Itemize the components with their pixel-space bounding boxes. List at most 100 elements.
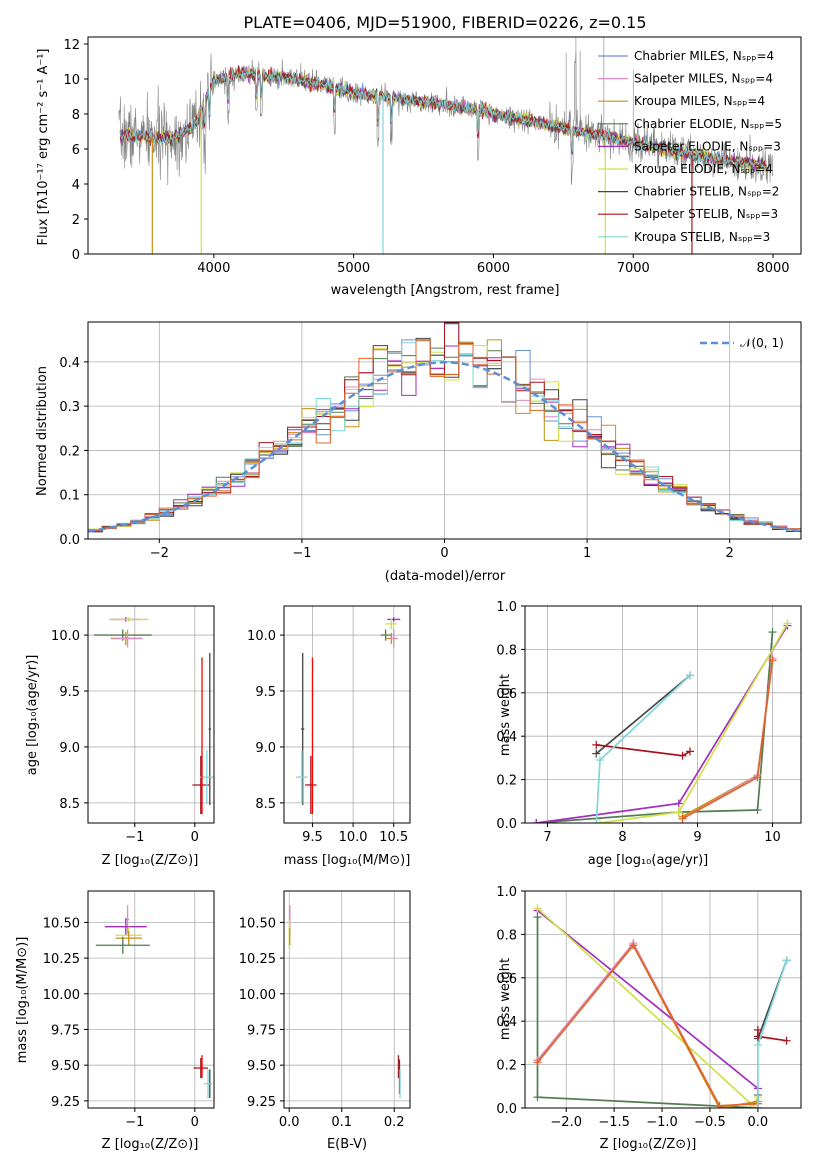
panel-ytick-label: 9.25 [247,1095,276,1110]
spectrum-lines [118,37,774,254]
agez-xlabel: Z [log₁₀(Z/Z⊙)] [102,853,199,868]
panel-xtick-label: 10.0 [339,830,368,845]
panel-xtick-label: 0.0 [748,1115,769,1130]
panel-ytick-label: 0.0 [496,1102,517,1117]
panel-ytick-label: 9.25 [51,1095,80,1110]
massebv-xlabel: E(B-V) [327,1137,367,1152]
mwage-xlabel: age [log₁₀(age/yr)] [588,853,709,868]
panel-xtick-label: 0.2 [384,1115,405,1130]
residual-plot-area [88,322,801,540]
mass-weight-line [536,943,758,1107]
panel-ytick-label: 9.5 [255,685,276,700]
parameter-panel-age-vs-mass: 9.5 10.0 10.5 8.5 9.0 9.5 10.0 [247,605,411,845]
spectrum-plot-area [118,37,774,254]
panel-ytick-label: 0.4 [496,730,517,745]
panel-xtick-label: 10.5 [379,830,408,845]
panel-ytick-label: 10.00 [43,988,80,1003]
spectrum-legend-label: Chabrier MILES, Nₛₚₚ=4 [634,49,774,63]
panel-xtick-label: −1 [125,1115,144,1130]
panel-marks [532,619,792,823]
panel-xtick-label: 0 [191,830,199,845]
panel-ytick-label: 10.00 [239,988,276,1003]
massz-ylabel: mass [log₁₀(M/M⊙)] [15,937,30,1064]
normal-curve-line [88,361,801,533]
panel-xtick-label: 0.0 [279,1115,300,1130]
residual-ytick-label: 0.3 [59,400,80,415]
panel-marks [288,905,401,1099]
panel-ytick-label: 9.0 [255,741,276,756]
spectrum-ytick-label: 4 [72,178,80,193]
panel-ytick-label: 9.75 [51,1023,80,1038]
spectrum-legend-label: Kroupa ELODIE, Nₛₚₚ=4 [634,162,773,176]
panel-marks [94,617,214,815]
residual-xlabel: (data-model)/error [385,569,506,584]
residual-histogram-step [88,340,801,534]
parameter-panel-age-vs-Z: −1 0 8.5 9.0 9.5 10.0 [51,605,215,845]
panel-xtick-label: 0.1 [331,1115,352,1130]
parameter-panel-mass-weight-vs-age: 7 8 9 10 0.0 0.2 0.4 0.6 0.8 1.0 [496,600,802,845]
panel-xtick-label: −0.5 [694,1115,726,1130]
spectrum-ytick-label: 0 [72,248,80,263]
spectrum-ylabel: Flux [fλ10⁻¹⁷ erg cm⁻² s⁻¹ A⁻¹] [36,49,51,246]
residual-legend: 𝒩(0, 1) [700,336,784,350]
spectrum-xtick-label: 6000 [477,261,510,276]
normal-legend-label: 𝒩(0, 1) [740,336,784,350]
panel-xtick-label: −1 [125,830,144,845]
spectrum-title: PLATE=0406, MJD=51900, FIBERID=0226, z=0… [243,13,646,32]
residual-xtick-label: 0 [440,546,448,561]
mass-weight-line [595,674,691,823]
panel-frame [524,890,802,1109]
spectrum-legend-label: Salpeter MILES, Nₛₚₚ=4 [634,72,773,86]
spectrum-xtick-label: 4000 [197,261,230,276]
parameter-panel-mass-vs-ebv: 0.0 0.1 0.2 9.25 9.50 9.75 10.00 10.25 10.50 [239,890,411,1130]
panel-ytick-label: 10.0 [247,629,276,644]
panel-ytick-label: 0.2 [496,774,517,789]
panel-ytick-label: 0.6 [496,687,517,702]
spectrum-xlabel: wavelength [Angstrom, rest frame] [331,283,560,298]
panel-ytick-label: 9.0 [59,741,80,756]
mass-weight-line [536,631,774,823]
panel-ytick-label: 1.0 [496,885,517,900]
agez-ylabel: age [log₁₀(age/yr)] [25,655,40,776]
panel-ytick-label: 0.6 [496,972,517,987]
panel-xtick-label: 7 [543,830,551,845]
parameter-panel-mass-weight-vs-Z: −2.0 −1.5 −1.0 −0.5 0.0 0.0 0.2 0.4 0.6 0.8 1.0 [496,885,802,1130]
residual-xtick-label: 2 [726,546,734,561]
panel-ytick-label: 10.50 [239,916,276,931]
panel-ytick-label: 9.50 [247,1059,276,1074]
panel-marks [533,904,791,1108]
residual-ytick-label: 0.0 [59,533,80,548]
mwage-ylabel: mass weight [498,674,513,756]
panel-frame [87,890,215,1109]
panel-ytick-label: 0.0 [496,817,517,832]
spectrum-legend-label: Kroupa STELIB, Nₛₚₚ=3 [634,230,770,244]
spectrum-legend-label: Salpeter ELODIE, Nₛₚₚ=3 [634,139,781,153]
spectrum-legend-label: Salpeter STELIB, Nₛₚₚ=3 [634,207,778,221]
spectrum-ytick-label: 6 [72,143,80,158]
panel-ytick-label: 0.8 [496,643,517,658]
panel-ytick-label: 8.5 [59,797,80,812]
spectrum-xtick-label: 7000 [617,261,650,276]
residual-ytick-label: 0.4 [59,356,80,371]
panel-xtick-label: −1.5 [598,1115,630,1130]
panel-xtick-label: 10 [764,830,781,845]
residual-axes: −2 −1 0 1 2 0.0 0.1 0.2 0.3 0.4 [59,321,802,561]
residual-xtick-label: −2 [150,546,169,561]
mass-weight-line [595,674,691,755]
residual-xtick-label: 1 [583,546,591,561]
parameter-panels: −1 0 8.5 9.0 9.5 10.0 9.5 10.0 10.5 8.5 9.0 9.5 10.0… [43,600,802,1130]
spectrum-axes: 4000 5000 6000 7000 8000 0 2 4 6 8 10 12 [63,36,802,276]
panel-frame [283,605,411,824]
panel-ytick-label: 9.75 [247,1023,276,1038]
mass-weight-line [536,907,759,1108]
residual-ylabel: Normed distribution [35,366,50,496]
agemass-xlabel: mass [log₁₀(M/M⊙)] [284,853,411,868]
spectrum-ytick-label: 12 [63,38,80,53]
mass-weight-line [536,941,758,1107]
panel-xtick-label: −1.0 [646,1115,678,1130]
panel-marks [95,905,213,1099]
panel-ytick-label: 10.50 [43,916,80,931]
panel-ytick-label: 0.2 [496,1059,517,1074]
spectrum-legend-label: Kroupa MILES, Nₛₚₚ=4 [634,94,765,108]
